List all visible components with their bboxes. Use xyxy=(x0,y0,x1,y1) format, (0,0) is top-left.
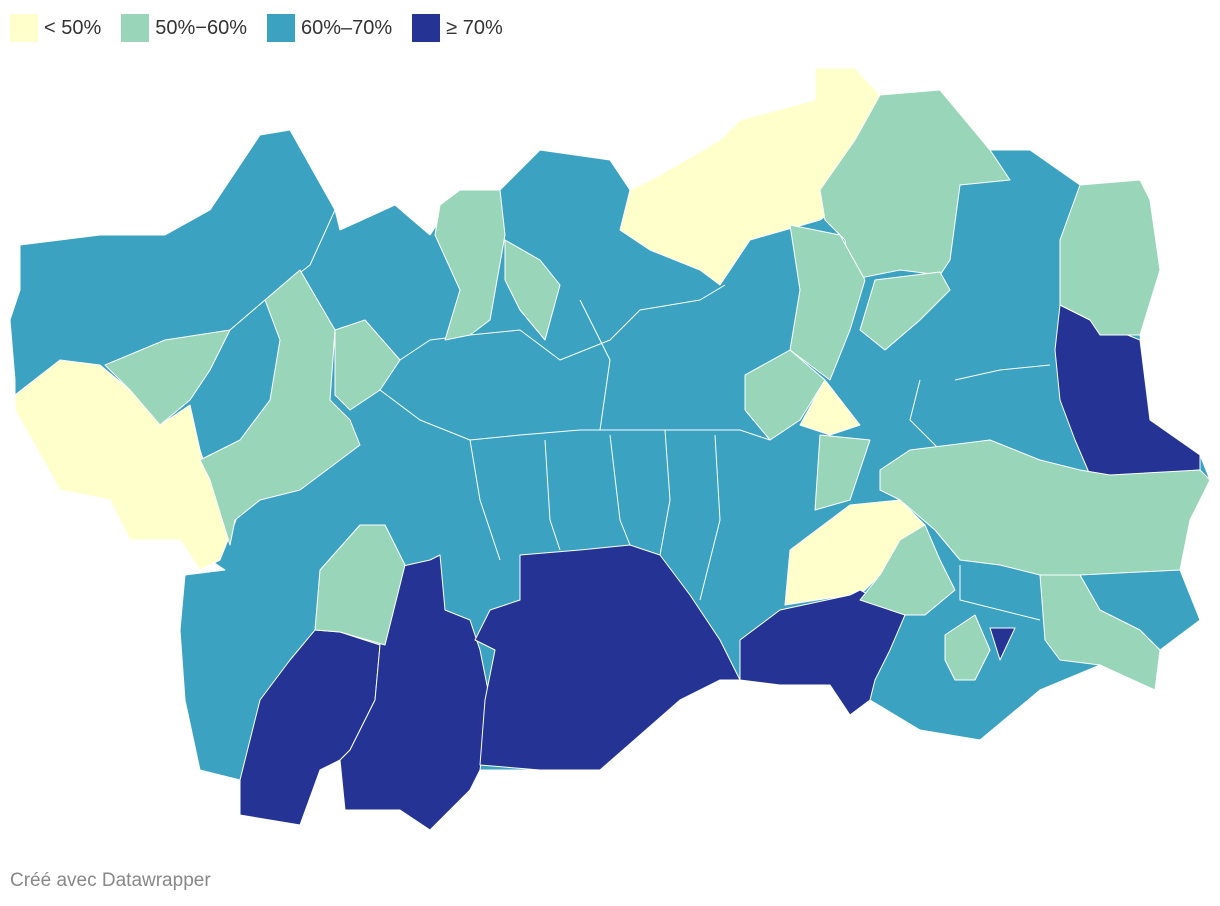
legend-label: 60%–70% xyxy=(301,16,393,39)
legend-label: 50%−60% xyxy=(155,16,248,39)
region xyxy=(819,89,1011,281)
border xyxy=(579,299,611,431)
region xyxy=(339,554,491,831)
footer: Créé avec Datawrapper xyxy=(10,870,211,891)
legend-label: ≥ 70% xyxy=(446,16,503,39)
legend-swatch xyxy=(10,14,38,42)
legend-swatch xyxy=(412,14,441,42)
legend-swatch xyxy=(121,14,150,42)
region xyxy=(314,524,406,646)
legend-item: < 50% xyxy=(10,14,101,42)
region xyxy=(1059,179,1161,336)
region xyxy=(434,189,506,341)
legend: < 50% 50%−60% 60%–70% ≥ 70% xyxy=(10,14,503,42)
border xyxy=(609,434,631,546)
region xyxy=(474,544,741,771)
legend-item: ≥ 70% xyxy=(412,14,503,42)
region xyxy=(334,319,401,411)
legend-label: < 50% xyxy=(44,16,102,39)
region xyxy=(1039,574,1161,691)
border xyxy=(399,284,726,361)
region xyxy=(859,524,956,616)
border xyxy=(959,565,1041,621)
legend-item: 50%−60% xyxy=(121,14,247,42)
region xyxy=(744,349,826,441)
region xyxy=(789,224,866,381)
border xyxy=(379,389,771,441)
region xyxy=(814,434,871,511)
region xyxy=(879,439,1211,576)
region xyxy=(989,627,1016,661)
border xyxy=(659,429,671,556)
region xyxy=(944,614,991,681)
legend-item: 60%–70% xyxy=(267,14,392,42)
legend-swatch xyxy=(267,14,296,42)
border xyxy=(469,439,501,561)
border xyxy=(699,434,721,601)
region xyxy=(504,239,561,341)
region xyxy=(859,271,951,351)
region xyxy=(199,269,361,546)
region xyxy=(799,379,861,436)
region xyxy=(739,589,906,716)
border xyxy=(954,364,1051,381)
region xyxy=(104,329,231,426)
map xyxy=(9,67,1211,831)
border xyxy=(544,439,561,551)
